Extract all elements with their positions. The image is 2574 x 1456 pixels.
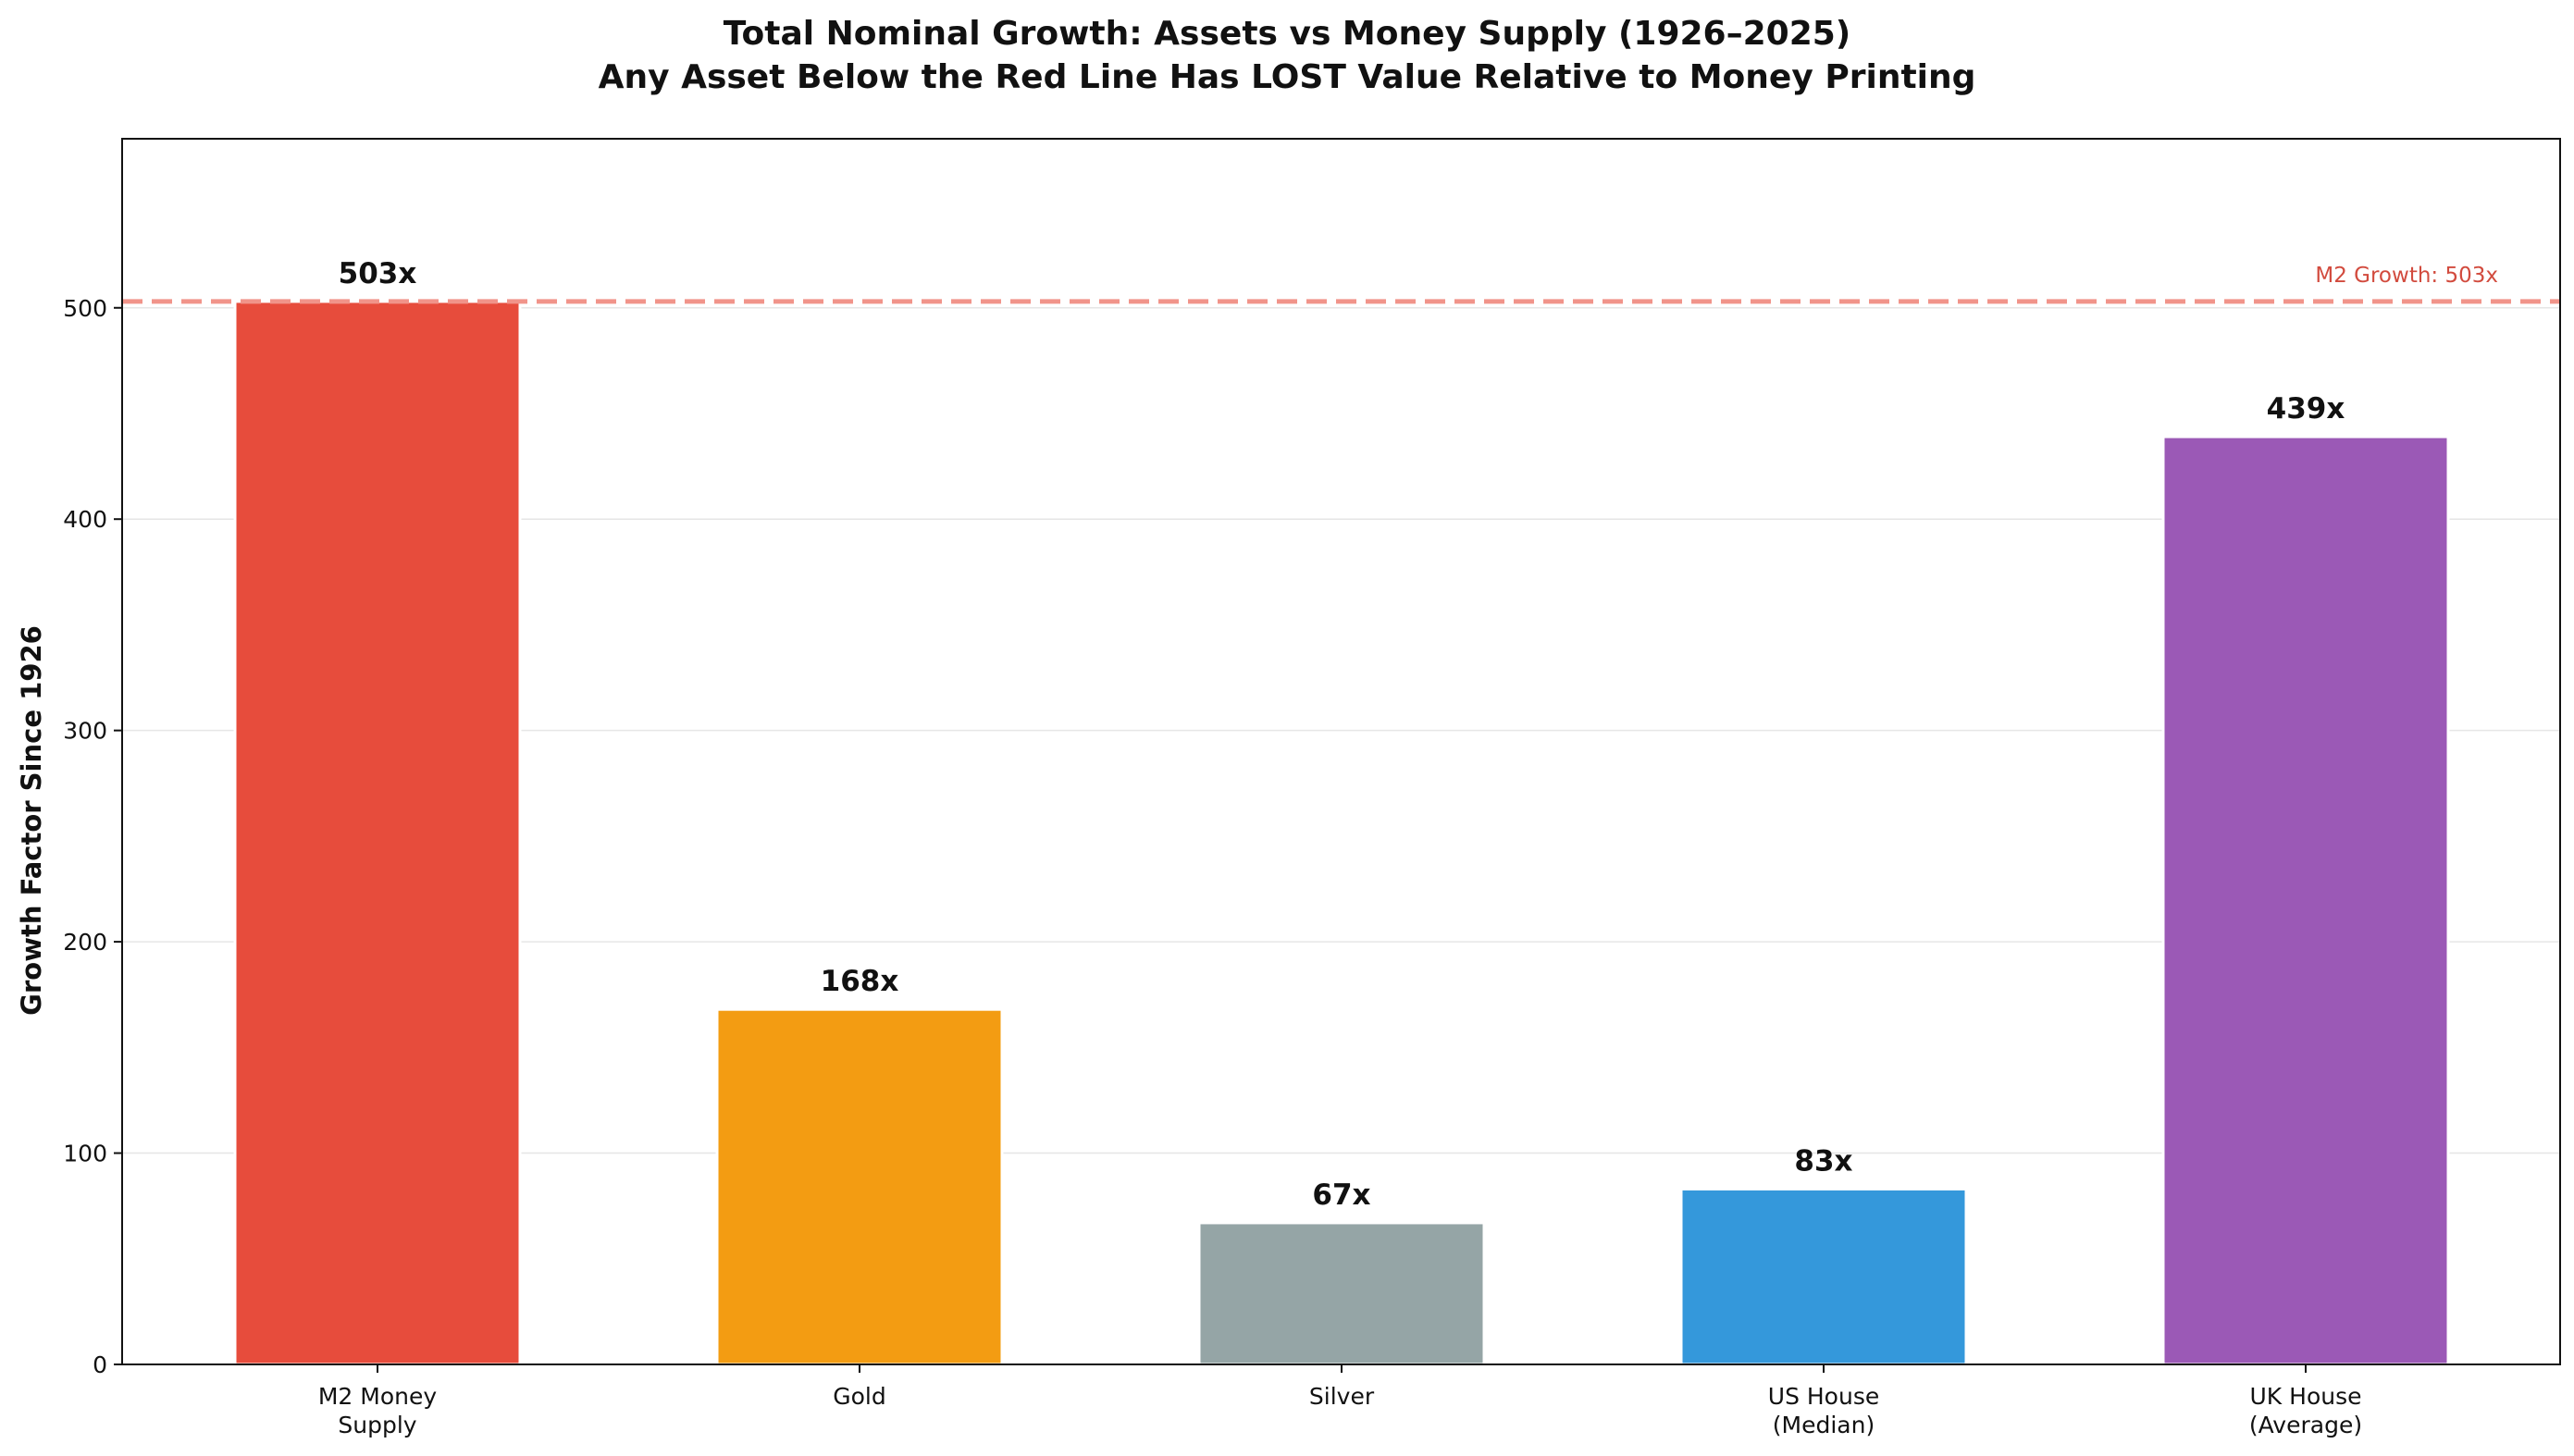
x-tick-label-0-1: Supply xyxy=(338,1412,416,1438)
bar-1 xyxy=(715,1007,1004,1366)
x-tick-label-3-0: US House xyxy=(1768,1383,1879,1410)
data-label-3: 83x xyxy=(1794,1144,1852,1178)
y-tick-label: 0 xyxy=(93,1351,107,1378)
chart-title-line2: Any Asset Below the Red Line Has LOST Va… xyxy=(599,58,1976,96)
bar-4 xyxy=(2161,435,2450,1366)
y-tick-label: 500 xyxy=(63,295,107,322)
bar-0 xyxy=(233,300,522,1366)
data-label-0: 503x xyxy=(339,257,417,290)
x-tick-label-4-1: (Average) xyxy=(2249,1412,2362,1438)
data-label-2: 67x xyxy=(1312,1178,1370,1212)
y-tick-label: 200 xyxy=(63,929,107,956)
reference-line-label: M2 Growth: 503x xyxy=(2315,264,2498,288)
y-tick-label: 400 xyxy=(63,506,107,533)
y-tick-label: 100 xyxy=(63,1141,107,1167)
x-tick-label-1-0: Gold xyxy=(833,1383,885,1410)
data-label-1: 168x xyxy=(821,965,899,998)
data-label-4: 439x xyxy=(2267,392,2345,426)
bar-2 xyxy=(1197,1221,1486,1366)
bar-3 xyxy=(1679,1187,1968,1366)
y-tick-label: 300 xyxy=(63,718,107,745)
plot-frame xyxy=(121,138,2561,1365)
x-tick-label-2-0: Silver xyxy=(1309,1383,1375,1410)
chart-title-line1: Total Nominal Growth: Assets vs Money Su… xyxy=(724,15,1851,53)
x-tick-label-4-0: UK House xyxy=(2250,1383,2362,1410)
x-tick-label-0-0: M2 Money xyxy=(318,1383,438,1410)
y-axis-label: Growth Factor Since 1926 xyxy=(16,625,47,1016)
x-tick-label-3-1: (Median) xyxy=(1773,1412,1875,1438)
